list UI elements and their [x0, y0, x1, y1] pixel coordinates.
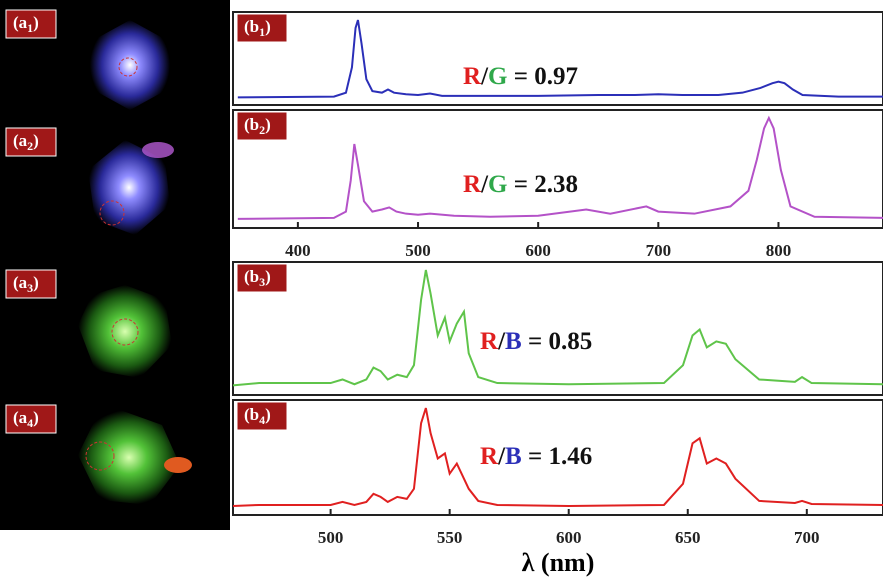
label-box — [5, 269, 57, 299]
label-sub: 1 — [259, 25, 265, 39]
annotation-part: / — [497, 328, 506, 355]
label-text: ) — [265, 405, 271, 424]
label-box — [236, 111, 288, 141]
x-tick-label: 650 — [675, 528, 701, 547]
label-text: ) — [33, 131, 39, 150]
annotation-part: B — [505, 443, 522, 470]
label-sub: 3 — [259, 275, 265, 289]
label-text: (a — [13, 13, 28, 32]
label-text: ) — [265, 17, 271, 36]
label-text: (a — [13, 131, 28, 150]
label-text: (b — [244, 267, 259, 286]
plot-frame — [232, 109, 883, 229]
spectrum-line — [232, 269, 883, 387]
x-tick-label: 400 — [285, 241, 311, 260]
label-box — [236, 13, 288, 43]
annotation-part: R — [463, 63, 482, 90]
photos — [78, 20, 192, 505]
label-text: (a — [13, 273, 28, 292]
panel-label: (a2) — [13, 131, 39, 153]
x-tick-label: 700 — [646, 241, 672, 260]
label-text: (b — [244, 405, 259, 424]
label-box — [236, 263, 288, 293]
photo-a2 — [88, 140, 170, 235]
annotation-part: / — [480, 171, 489, 198]
circle-marker — [85, 441, 115, 471]
label-text: (a — [13, 408, 28, 427]
panel-label: (b1) — [244, 17, 271, 39]
annotation-part: G — [488, 171, 507, 198]
label-box — [236, 401, 288, 431]
x-tick-label: 500 — [318, 528, 344, 547]
label-text: (b — [244, 115, 259, 134]
annotation-part: G — [488, 63, 507, 90]
circle-marker — [99, 200, 125, 226]
label-sub: 1 — [27, 21, 33, 35]
annotation-part: = 1.46 — [522, 443, 593, 470]
panel-label: (b3) — [244, 267, 271, 289]
glow — [164, 457, 192, 473]
panel-label: (a1) — [13, 13, 39, 35]
plot-frame — [232, 11, 883, 106]
label-text: (b — [244, 17, 259, 36]
glow — [142, 142, 174, 158]
ratio-annotation: R/G = 2.38 — [463, 171, 578, 198]
label-text: ) — [33, 13, 39, 32]
ratio-annotation: R/G = 0.97 — [463, 63, 578, 90]
label-box — [5, 9, 57, 39]
circle-marker — [111, 318, 139, 346]
photo-a4 — [78, 410, 180, 505]
annotation-part: = 2.38 — [507, 171, 578, 198]
x-tick-label: 500 — [405, 241, 431, 260]
x-tick-label: 550 — [437, 528, 463, 547]
label-box — [5, 127, 57, 157]
spectrum-line — [237, 19, 883, 99]
label-text: ) — [265, 267, 271, 286]
panel-label: (b4) — [244, 405, 271, 427]
panel-label: (a4) — [13, 408, 39, 430]
label-sub: 2 — [259, 123, 265, 137]
plot-frame — [232, 399, 883, 516]
photo-a3 — [78, 285, 172, 378]
label-sub: 4 — [27, 416, 33, 430]
plot-frame — [232, 261, 883, 396]
label-text: ) — [33, 273, 39, 292]
spectrum-line — [232, 407, 883, 507]
label-sub: 4 — [259, 413, 265, 427]
x-tick-label: 800 — [766, 241, 792, 260]
label-box — [5, 404, 57, 434]
label-sub: 2 — [27, 139, 33, 153]
panel-label: (a3) — [13, 273, 39, 295]
annotation-part: / — [480, 63, 489, 90]
x-axis-label: λ (nm) — [522, 548, 595, 577]
label-text: ) — [265, 115, 271, 134]
annotation-part: = 0.97 — [507, 63, 578, 90]
annotation-part: R — [480, 443, 499, 470]
panel-label: (b2) — [244, 115, 271, 137]
annotation-part: / — [497, 443, 506, 470]
x-tick-label: 600 — [525, 241, 551, 260]
ratio-annotation: R/B = 0.85 — [480, 328, 592, 355]
circle-marker — [118, 57, 138, 77]
annotation-part: B — [505, 328, 522, 355]
label-text: ) — [33, 408, 39, 427]
spectrum-line — [237, 115, 883, 220]
annotation-part: = 0.85 — [522, 328, 593, 355]
annotation-part: R — [463, 171, 482, 198]
annotation-part: R — [480, 328, 499, 355]
label-sub: 3 — [27, 281, 33, 295]
photo-a1 — [90, 20, 170, 110]
x-tick-label: 700 — [794, 528, 820, 547]
x-tick-label: 600 — [556, 528, 582, 547]
ratio-annotation: R/B = 1.46 — [480, 443, 592, 470]
